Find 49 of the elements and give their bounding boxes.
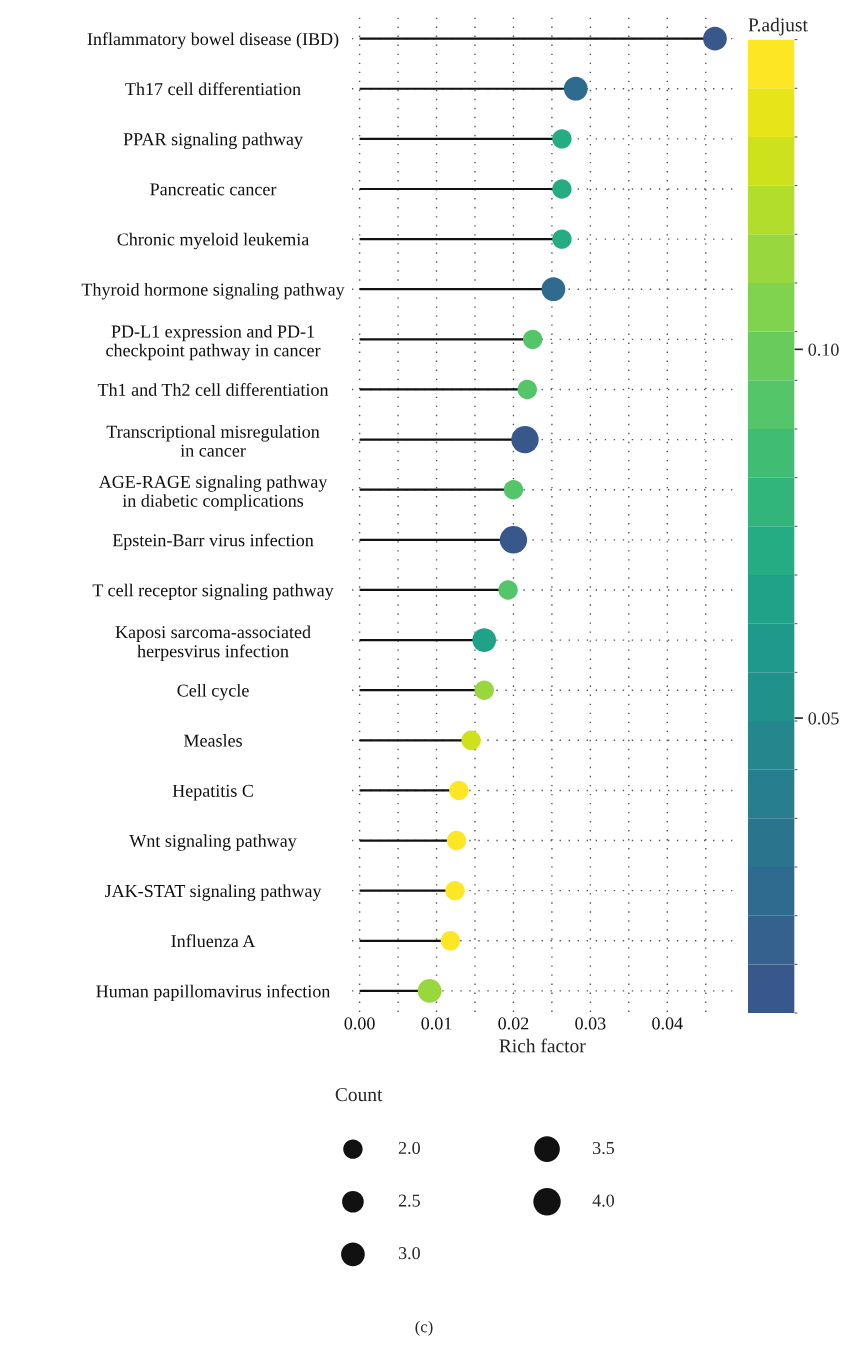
point bbox=[440, 931, 461, 951]
y-tick-label: PPAR signaling pathway bbox=[123, 132, 303, 150]
y-tick-label: Chronic myeloid leukemia bbox=[117, 232, 310, 250]
x-axis-title: Rich factor bbox=[499, 1038, 586, 1053]
point bbox=[498, 580, 518, 600]
color-bar-label: 0.10 bbox=[808, 343, 839, 356]
y-tick-label: Influenza A bbox=[171, 934, 256, 948]
y-tick-label: Hepatitis C bbox=[172, 784, 253, 801]
point bbox=[446, 830, 467, 851]
y-tick-label: Epstein-Barr virus infection bbox=[112, 533, 314, 551]
point bbox=[552, 129, 572, 149]
y-tick-label: Cell cycle bbox=[177, 683, 249, 701]
y-tick-label: Wnt signaling pathway bbox=[129, 834, 297, 851]
point bbox=[474, 680, 494, 700]
y-tick-label: Inflammatory bowel disease (IBD) bbox=[87, 32, 339, 49]
y-tick-label: AGE-RAGE signaling pathway in diabetic complications bbox=[98, 475, 328, 511]
y-tick-label: Thyroid hormone signaling pathway bbox=[81, 282, 345, 300]
point bbox=[517, 379, 537, 400]
point bbox=[445, 880, 465, 901]
legend-label: 4.0 bbox=[592, 1194, 615, 1207]
point bbox=[522, 329, 543, 350]
x-tick-label: 0.01 bbox=[421, 1017, 452, 1030]
point bbox=[552, 179, 572, 199]
legend-label: 2.5 bbox=[398, 1194, 420, 1207]
legend-title: Count bbox=[335, 1088, 383, 1102]
x-tick-label: 0.03 bbox=[575, 1017, 606, 1030]
y-tick-label: Measles bbox=[183, 734, 242, 747]
y-tick-label: Human papillomavirus infection bbox=[96, 984, 331, 1002]
y-tick-label: Transcriptional misregulation in cancer bbox=[106, 425, 320, 457]
x-tick-label: 0.04 bbox=[652, 1017, 683, 1030]
point bbox=[461, 730, 481, 751]
legend-label: 2.0 bbox=[398, 1141, 420, 1155]
point bbox=[503, 480, 524, 500]
point bbox=[552, 229, 572, 249]
y-tick-label: Th1 and Th2 cell differentiation bbox=[97, 383, 329, 396]
y-tick-label: Kaposi sarcoma-associated herpesvirus infection bbox=[115, 625, 311, 662]
x-tick-label: 0.00 bbox=[344, 1017, 375, 1030]
legend-label: 3.5 bbox=[593, 1141, 615, 1155]
point bbox=[449, 780, 469, 801]
color-bar-title: P.adjust bbox=[748, 17, 808, 36]
x-tick-label: 0.02 bbox=[498, 1017, 529, 1030]
y-tick-label: Pancreatic cancer bbox=[150, 183, 277, 196]
legend-label: 3.0 bbox=[398, 1247, 420, 1260]
y-tick-label: T cell receptor signaling pathway bbox=[92, 583, 334, 601]
text: (c) bbox=[415, 1320, 433, 1336]
color-bar-label: 0.05 bbox=[808, 712, 839, 725]
y-tick-label: JAK-STAT signaling pathway bbox=[104, 884, 322, 901]
y-tick-label: PD-L1 expression and PD-1 checkpoint pathway in cancer bbox=[106, 324, 321, 361]
y-tick-label: Th17 cell differentiation bbox=[125, 82, 301, 96]
